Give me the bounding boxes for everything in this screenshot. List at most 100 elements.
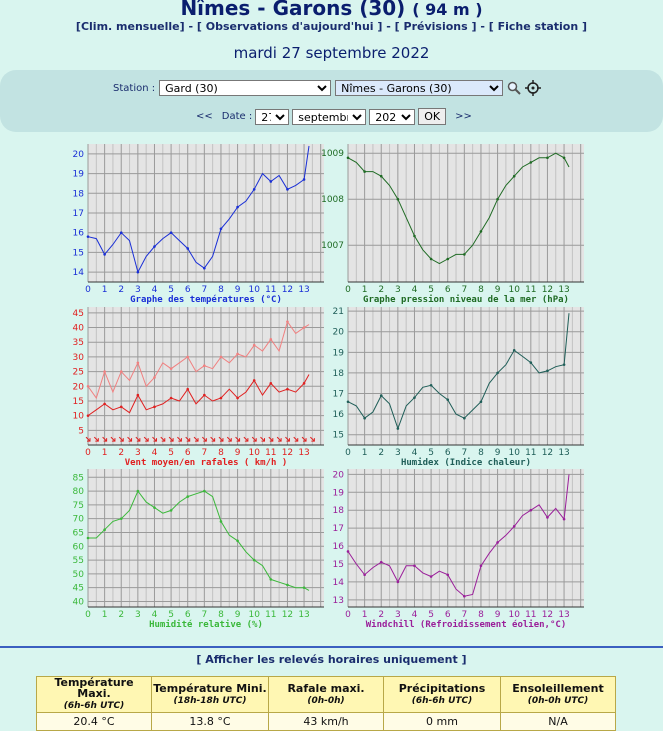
x-tick-label: 7	[461, 448, 467, 458]
month-select[interactable]: septembre	[292, 108, 367, 125]
data-point	[286, 387, 289, 391]
data-point	[169, 396, 173, 400]
data-point	[413, 396, 416, 399]
y-tick-label: 16	[73, 229, 85, 239]
x-tick-label: 5	[168, 610, 174, 620]
data-point	[302, 382, 306, 385]
summary-value: 13.8 °C	[151, 712, 269, 731]
x-tick-label: 1	[362, 610, 368, 620]
day-select[interactable]: 27	[255, 108, 290, 125]
series-line	[87, 320, 310, 400]
chart-title: Graphe pression niveau de la mer (hPa)	[363, 294, 569, 304]
nav-fiche-link[interactable]: Fiche station	[497, 20, 579, 33]
next-day-link[interactable]: >>	[455, 111, 472, 122]
x-tick-label: 12	[542, 285, 553, 295]
data-point	[529, 508, 533, 512]
chart-title: Vent moyen/en rafales ( km/h )	[125, 458, 288, 467]
y-tick-label: 1009	[322, 149, 344, 159]
data-point	[153, 405, 156, 409]
data-point	[236, 352, 239, 356]
date-heading: mardi 27 septembre 2022	[233, 44, 430, 62]
data-point	[153, 506, 156, 509]
wind-direction-arrow	[168, 436, 174, 442]
data-point	[186, 355, 190, 359]
series-line	[347, 313, 570, 430]
data-point	[252, 558, 256, 562]
x-tick-label: 8	[478, 610, 484, 620]
y-tick-label: 65	[73, 528, 84, 538]
crosshair-icon[interactable]	[525, 80, 542, 96]
show-hourly-link[interactable]: [ Afficher les relevés horaires uniqueme…	[196, 653, 467, 666]
x-tick-label: 12	[282, 610, 293, 620]
y-tick-label: 15	[73, 397, 84, 407]
x-tick-label: 9	[235, 448, 241, 458]
x-tick-label: 1	[102, 285, 108, 295]
x-tick-label: 10	[508, 610, 520, 620]
wind-direction-arrow	[218, 436, 224, 442]
data-point	[252, 343, 256, 347]
x-tick-label: 1	[102, 610, 108, 620]
chart-title: Humidex (Indice chaleur)	[401, 457, 531, 467]
x-tick-label: 11	[265, 448, 276, 458]
y-tick-label: 17	[333, 524, 344, 534]
plot-area	[88, 469, 324, 607]
wind-direction-arrow	[285, 436, 290, 442]
separator	[0, 646, 663, 648]
data-point	[446, 257, 450, 261]
magnifier-icon[interactable]	[507, 81, 521, 95]
nav-prev-link[interactable]: Prévisions	[403, 20, 468, 33]
y-tick-label: 14	[333, 578, 345, 588]
nav-obs-link[interactable]: Observations d'aujourd'hui	[205, 20, 374, 33]
station-label: Station :	[113, 82, 156, 94]
x-tick-label: 4	[412, 448, 418, 458]
data-point	[153, 245, 156, 248]
station-select[interactable]: Nîmes - Garons (30)	[335, 80, 504, 96]
wind-direction-arrow	[243, 436, 249, 442]
wind-direction-arrow	[127, 436, 133, 442]
x-tick-label: 13	[298, 448, 309, 458]
data-point	[463, 594, 466, 598]
data-point	[363, 573, 366, 577]
dept-select[interactable]: Gard (30)	[159, 80, 332, 96]
data-point	[463, 416, 466, 420]
data-point	[479, 230, 483, 233]
x-tick-label: 6	[185, 285, 191, 295]
wind-direction-arrow	[93, 436, 99, 442]
y-tick-label: 16	[333, 410, 345, 420]
data-point	[429, 257, 433, 261]
nav-clim-link[interactable]: Clim. mensuelle	[80, 20, 180, 33]
data-point	[302, 178, 306, 181]
prev-day-link[interactable]: <<	[196, 111, 213, 122]
data-point	[363, 416, 366, 420]
x-tick-label: 2	[378, 285, 384, 295]
data-point	[252, 379, 256, 382]
x-tick-label: 2	[378, 448, 384, 458]
x-tick-label: 10	[248, 285, 260, 295]
data-point	[496, 197, 499, 201]
data-point	[136, 489, 140, 493]
data-point	[169, 367, 173, 370]
data-point	[86, 235, 90, 238]
year-select[interactable]: 2022	[369, 108, 416, 125]
data-point	[396, 197, 400, 201]
x-tick-label: 9	[235, 285, 241, 295]
x-tick-label: 13	[298, 610, 309, 620]
x-tick-label: 4	[412, 610, 418, 620]
x-tick-label: 11	[525, 285, 536, 295]
series-line	[87, 374, 310, 417]
x-tick-label: 0	[85, 610, 91, 620]
x-tick-label: 2	[118, 285, 124, 295]
y-tick-label: 1007	[322, 241, 344, 251]
y-tick-label: 19	[333, 488, 345, 498]
wind-direction-arrow	[102, 436, 108, 442]
ok-button[interactable]: OK	[418, 108, 447, 125]
y-tick-label: 85	[73, 473, 84, 483]
x-tick-label: 0	[345, 448, 351, 458]
data-point	[203, 364, 206, 368]
x-tick-label: 13	[298, 285, 309, 295]
chart-title: Graphe des températures (°C)	[130, 294, 282, 304]
wind-direction-arrow	[135, 436, 141, 442]
y-tick-label: 45	[73, 309, 84, 319]
data-point	[429, 383, 433, 387]
